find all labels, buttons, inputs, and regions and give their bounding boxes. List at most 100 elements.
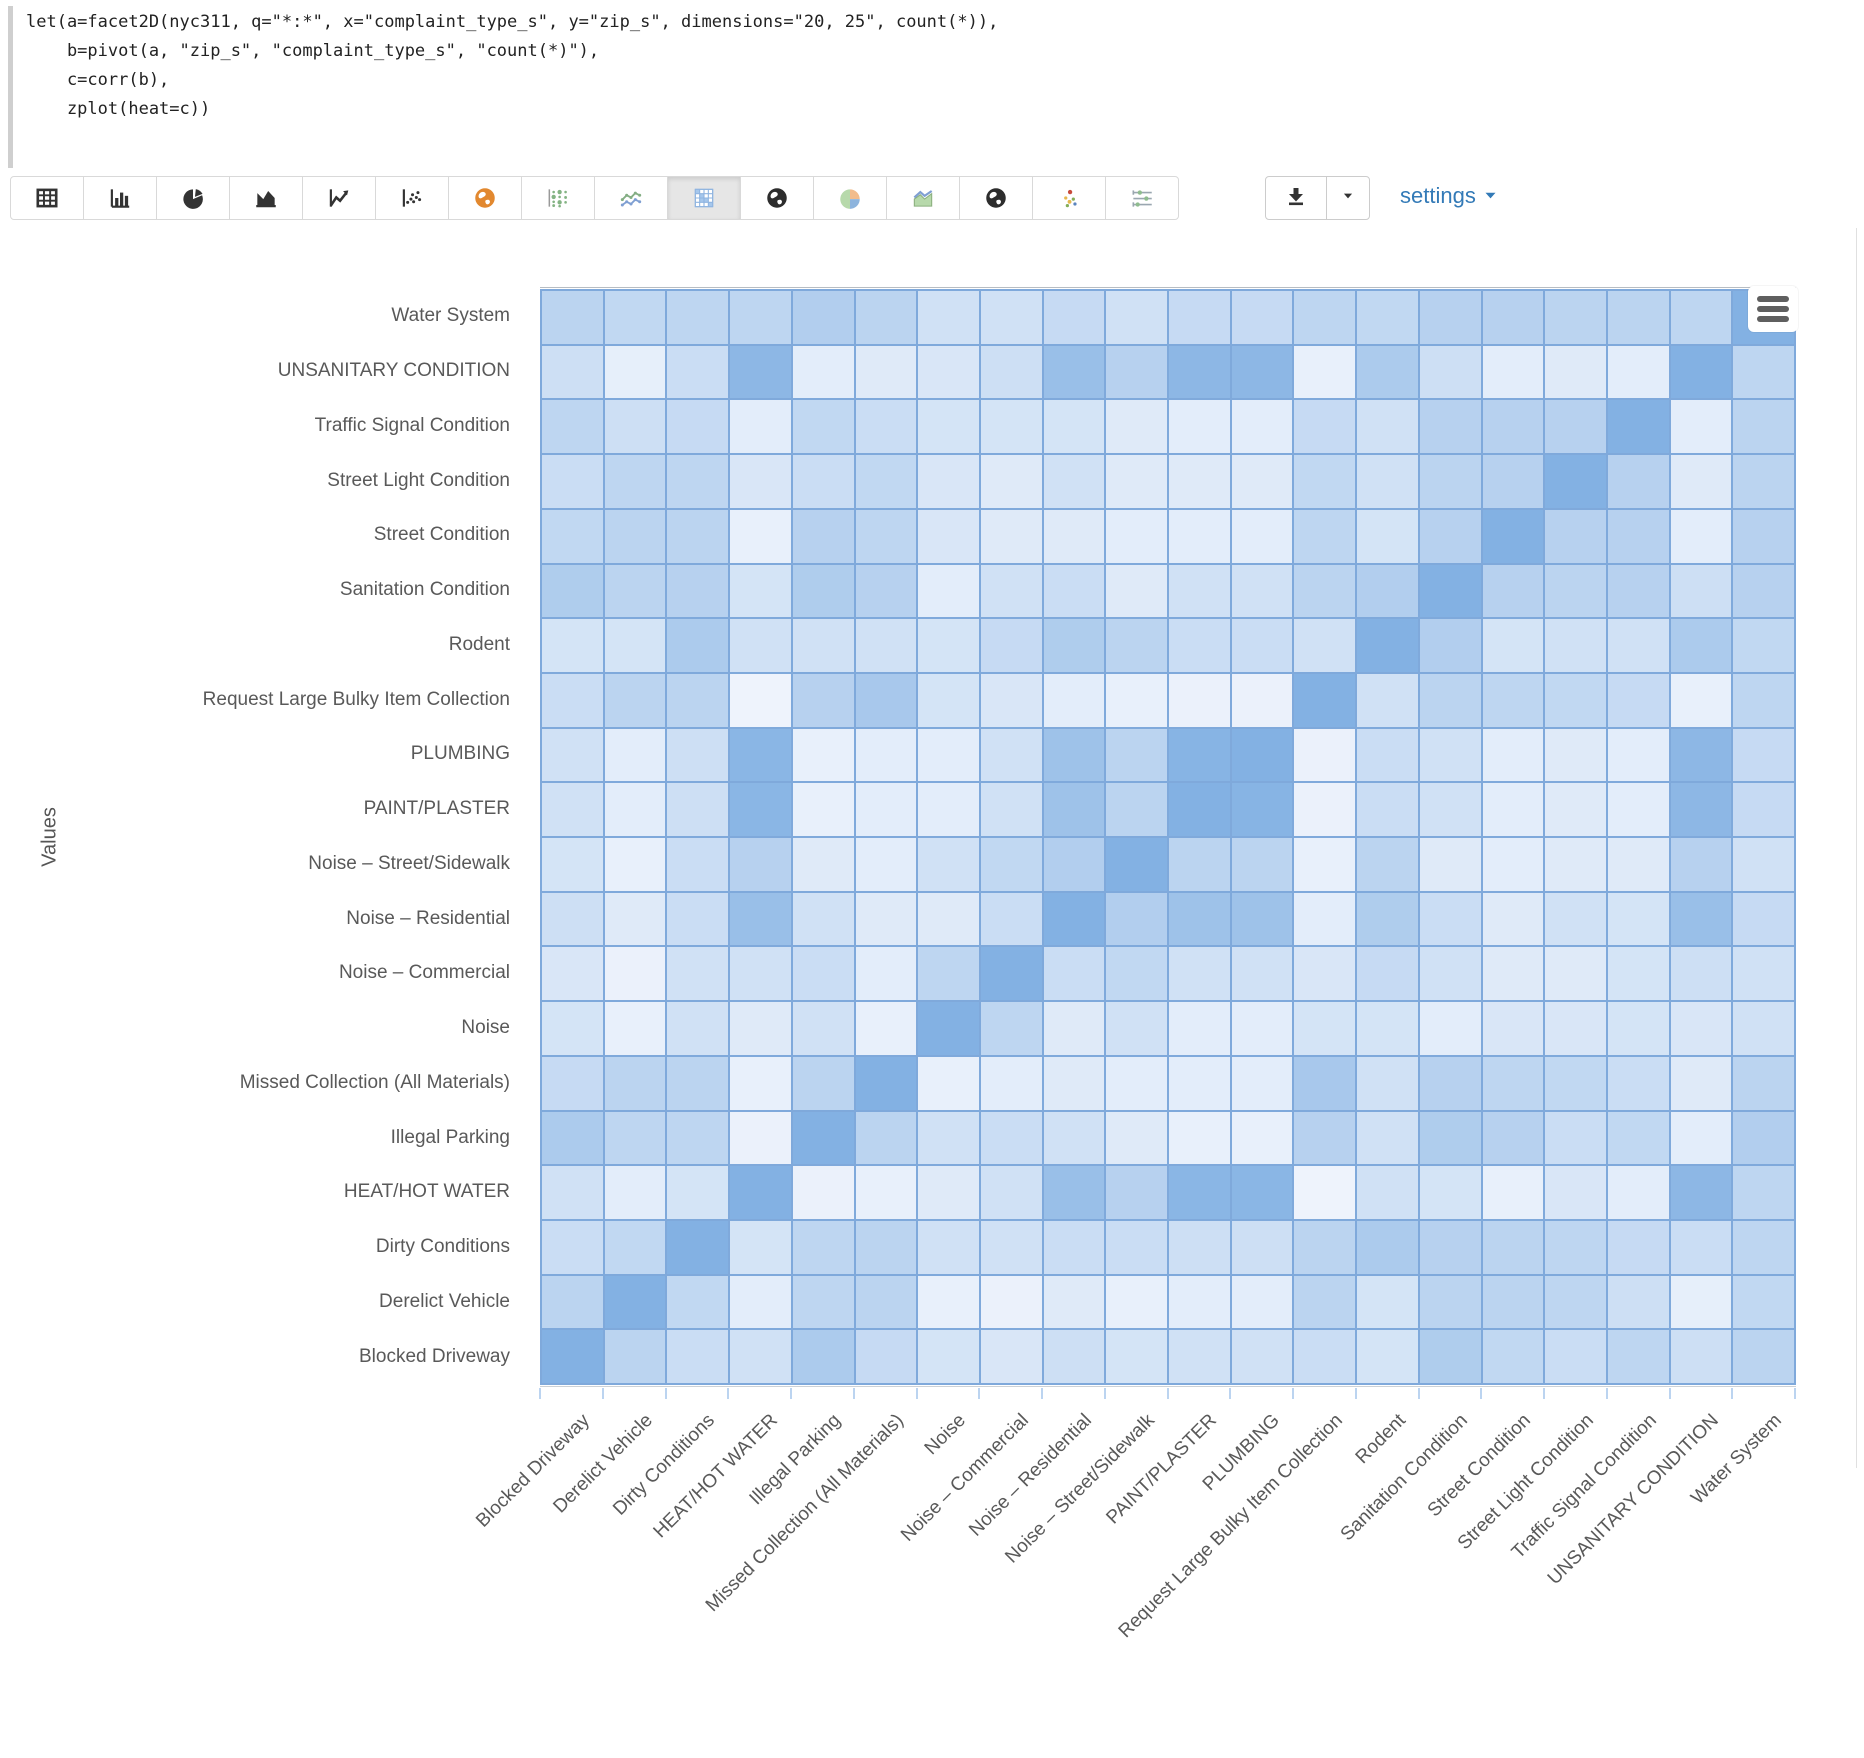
heatmap-cell[interactable] (1231, 345, 1293, 399)
heatmap-cell[interactable] (730, 1220, 791, 1274)
heatmap-cell[interactable] (604, 728, 666, 782)
heatmap-cell[interactable] (1545, 783, 1606, 836)
heatmap-cell[interactable] (1545, 1166, 1606, 1219)
heatmap-cell[interactable] (1106, 673, 1167, 727)
viz-button-table[interactable] (11, 177, 84, 219)
heatmap-cell[interactable] (730, 1275, 791, 1329)
heatmap-cell[interactable] (1043, 1166, 1105, 1219)
heatmap-cell[interactable] (1294, 400, 1356, 454)
viz-button-pie-chart-color[interactable] (814, 177, 887, 219)
viz-button-area-chart[interactable] (230, 177, 303, 219)
heatmap-cell[interactable] (1670, 1111, 1732, 1165)
heatmap-cell[interactable] (792, 947, 854, 1001)
heatmap-cell[interactable] (855, 1220, 917, 1274)
heatmap-cell[interactable] (1043, 564, 1105, 618)
heatmap-cell[interactable] (1482, 400, 1544, 454)
heatmap-cell[interactable] (1043, 838, 1105, 891)
heatmap-cell[interactable] (1357, 345, 1418, 399)
heatmap-cell[interactable] (1545, 1220, 1606, 1274)
heatmap-cell[interactable] (604, 1220, 666, 1274)
heatmap-cell[interactable] (1545, 1056, 1606, 1110)
heatmap-cell[interactable] (980, 1002, 1042, 1055)
heatmap-cell[interactable] (980, 291, 1042, 344)
heatmap-cell[interactable] (1670, 1166, 1732, 1219)
heatmap-cell[interactable] (855, 1111, 917, 1165)
heatmap-cell[interactable] (730, 455, 791, 508)
heatmap-cell[interactable] (1231, 1220, 1293, 1274)
heatmap-cell[interactable] (980, 783, 1042, 836)
heatmap-cell[interactable] (1482, 1002, 1544, 1055)
heatmap-cell[interactable] (1106, 1220, 1167, 1274)
heatmap-cell[interactable] (1733, 509, 1794, 563)
heatmap-cell[interactable] (855, 1166, 917, 1219)
heatmap-cell[interactable] (1733, 1002, 1794, 1055)
heatmap-cell[interactable] (1545, 728, 1606, 782)
heatmap-cell[interactable] (980, 619, 1042, 672)
heatmap-cell[interactable] (1357, 619, 1418, 672)
heatmap-cell[interactable] (730, 1166, 791, 1219)
heatmap-cell[interactable] (542, 619, 603, 672)
heatmap-cell[interactable] (604, 455, 666, 508)
heatmap-cell[interactable] (1357, 783, 1418, 836)
heatmap-cell[interactable] (604, 1275, 666, 1329)
heatmap-cell[interactable] (855, 345, 917, 399)
heatmap-cell[interactable] (604, 509, 666, 563)
heatmap-cell[interactable] (1419, 455, 1481, 508)
heatmap-cell[interactable] (667, 400, 729, 454)
heatmap-cell[interactable] (1545, 1002, 1606, 1055)
heatmap-cell[interactable] (542, 1330, 603, 1383)
heatmap-cell[interactable] (1357, 673, 1418, 727)
heatmap-cell[interactable] (1106, 509, 1167, 563)
heatmap-cell[interactable] (1670, 673, 1732, 727)
heatmap-cell[interactable] (918, 1166, 979, 1219)
heatmap-cell[interactable] (792, 673, 854, 727)
heatmap-cell[interactable] (1419, 838, 1481, 891)
heatmap-cell[interactable] (855, 619, 917, 672)
heatmap-cell[interactable] (730, 400, 791, 454)
heatmap-cell[interactable] (1357, 1220, 1418, 1274)
heatmap-cell[interactable] (855, 1056, 917, 1110)
heatmap-cell[interactable] (918, 455, 979, 508)
heatmap-cell[interactable] (1357, 455, 1418, 508)
viz-button-dot-grid[interactable] (522, 177, 595, 219)
heatmap-cell[interactable] (1419, 564, 1481, 618)
heatmap-cell[interactable] (542, 892, 603, 946)
heatmap-cell[interactable] (1545, 838, 1606, 891)
heatmap-cell[interactable] (604, 892, 666, 946)
heatmap-cell[interactable] (1482, 1056, 1544, 1110)
heatmap-cell[interactable] (604, 619, 666, 672)
heatmap-cell[interactable] (1419, 1330, 1481, 1383)
heatmap-cell[interactable] (1607, 1275, 1669, 1329)
heatmap-cell[interactable] (1294, 1220, 1356, 1274)
heatmap-cell[interactable] (1169, 1220, 1230, 1274)
viz-button-scatter-color[interactable] (1033, 177, 1106, 219)
heatmap-cell[interactable] (1231, 564, 1293, 618)
heatmap-cell[interactable] (1670, 291, 1732, 344)
heatmap-cell[interactable] (1169, 1275, 1230, 1329)
heatmap-cell[interactable] (1607, 1220, 1669, 1274)
heatmap-cell[interactable] (1231, 619, 1293, 672)
heatmap-cell[interactable] (980, 400, 1042, 454)
heatmap-cell[interactable] (1419, 291, 1481, 344)
heatmap-cell[interactable] (1043, 892, 1105, 946)
heatmap-cell[interactable] (1043, 673, 1105, 727)
heatmap-cell[interactable] (1043, 509, 1105, 563)
heatmap-cell[interactable] (792, 1056, 854, 1110)
heatmap-cell[interactable] (1169, 1111, 1230, 1165)
heatmap-cell[interactable] (1419, 1275, 1481, 1329)
heatmap-cell[interactable] (1106, 783, 1167, 836)
heatmap-cell[interactable] (1545, 345, 1606, 399)
viz-button-globe-orange[interactable] (449, 177, 522, 219)
heatmap-cell[interactable] (1670, 838, 1732, 891)
heatmap-cell[interactable] (1733, 673, 1794, 727)
viz-button-multi-series-line[interactable] (595, 177, 668, 219)
heatmap-cell[interactable] (855, 838, 917, 891)
download-button[interactable] (1266, 177, 1327, 219)
heatmap-cell[interactable] (730, 564, 791, 618)
heatmap-cell[interactable] (1482, 1330, 1544, 1383)
heatmap-cell[interactable] (1607, 673, 1669, 727)
heatmap-cell[interactable] (855, 1002, 917, 1055)
heatmap-cell[interactable] (1670, 345, 1732, 399)
heatmap-cell[interactable] (918, 291, 979, 344)
heatmap-cell[interactable] (1545, 564, 1606, 618)
